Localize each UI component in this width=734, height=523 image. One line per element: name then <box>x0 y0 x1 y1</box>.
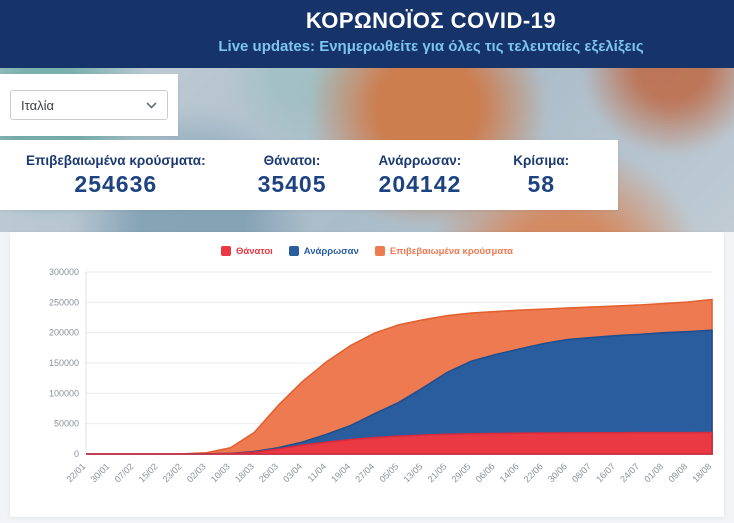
stat-recovered: Ανάρρωσαν: 204142 <box>379 153 462 198</box>
page-title: ΚΟΡΩΝΟΪΟΣ COVID-19 <box>305 8 557 33</box>
svg-text:01/08: 01/08 <box>642 461 665 484</box>
stats-panel: Επιβεβαιωμένα κρούσματα: 254636 Θάνατοι:… <box>0 140 618 210</box>
svg-text:03/04: 03/04 <box>281 461 304 484</box>
chart-card: Θάνατοι Ανάρρωσαν Επιβεβαιωμένα κρούσματα … <box>10 232 724 517</box>
legend-item-2[interactable]: Επιβεβαιωμένα κρούσματα <box>374 245 514 257</box>
svg-text:06/06: 06/06 <box>474 461 497 484</box>
svg-text:26/03: 26/03 <box>257 461 280 484</box>
svg-text:15/02: 15/02 <box>137 461 160 484</box>
svg-text:27/04: 27/04 <box>353 461 376 484</box>
stat-recovered-label: Ανάρρωσαν: <box>378 152 462 168</box>
area-series-0 <box>86 431 713 455</box>
legend-swatch <box>288 246 299 256</box>
svg-text:10/03: 10/03 <box>209 461 232 484</box>
stat-critical: Κρίσιμα: 58 <box>513 153 569 198</box>
stat-confirmed: Επιβεβαιωμένα κρούσματα: 254636 <box>26 153 206 198</box>
svg-text:50000: 50000 <box>54 419 79 429</box>
svg-text:19/04: 19/04 <box>329 461 352 484</box>
svg-text:05/05: 05/05 <box>377 461 400 484</box>
svg-text:09/08: 09/08 <box>666 461 689 484</box>
stat-recovered-value: 204142 <box>378 170 462 197</box>
svg-text:21/05: 21/05 <box>426 461 449 484</box>
svg-text:150000: 150000 <box>49 358 79 368</box>
svg-text:200000: 200000 <box>49 328 79 338</box>
svg-text:23/02: 23/02 <box>161 461 184 484</box>
svg-text:0: 0 <box>74 449 79 459</box>
country-select[interactable]: Ιταλία <box>10 90 168 120</box>
chevron-down-icon <box>146 101 157 109</box>
svg-text:24/07: 24/07 <box>618 461 641 484</box>
svg-text:02/03: 02/03 <box>185 461 208 484</box>
svg-text:300000: 300000 <box>49 267 79 277</box>
svg-text:14/06: 14/06 <box>498 461 521 484</box>
svg-text:11/04: 11/04 <box>306 461 329 484</box>
legend-item-1[interactable]: Ανάρρωσαν <box>288 245 359 257</box>
chart-legend: Θάνατοι Ανάρρωσαν Επιβεβαιωμένα κρούσματα <box>10 242 724 260</box>
stat-critical-label: Κρίσιμα: <box>513 152 570 168</box>
stat-deaths-value: 35405 <box>257 170 327 197</box>
svg-text:18/03: 18/03 <box>233 461 256 484</box>
country-select-value: Ιταλία <box>21 97 54 113</box>
legend-label: Ανάρρωσαν <box>303 245 359 257</box>
svg-text:18/08: 18/08 <box>690 461 713 484</box>
covid-area-chart: 0 50000 100000 150000 200000 250000 300000 22/0… <box>49 267 713 484</box>
svg-text:250000: 250000 <box>49 297 79 307</box>
app-header: ΚΟΡΩΝΟΪΟΣ COVID-19 Live updates: Ενημερω… <box>0 0 734 68</box>
legend-label: Θάνατοι <box>235 245 273 257</box>
stat-confirmed-value: 254636 <box>74 170 158 197</box>
page-subtitle: Live updates: Ενημερωθείτε για όλες τις … <box>218 38 644 55</box>
svg-text:22/06: 22/06 <box>522 461 545 484</box>
svg-text:29/05: 29/05 <box>450 461 473 484</box>
stat-critical-value: 58 <box>527 170 556 197</box>
svg-text:30/01: 30/01 <box>88 461 111 484</box>
legend-swatch <box>220 246 231 256</box>
legend-label: Επιβεβαιωμένα κρούσματα <box>389 245 514 257</box>
svg-text:22/01: 22/01 <box>64 461 87 484</box>
svg-text:13/05: 13/05 <box>401 461 424 484</box>
svg-text:16/07: 16/07 <box>594 461 617 484</box>
stat-deaths: Θάνατοι: 35405 <box>258 153 327 198</box>
legend-swatch <box>374 246 385 256</box>
country-select-panel: Ιταλία <box>0 74 178 136</box>
series-areas <box>86 298 713 455</box>
svg-text:08/07: 08/07 <box>570 461 593 484</box>
stat-deaths-label: Θάνατοι: <box>263 152 321 168</box>
stat-confirmed-label: Επιβεβαιωμένα κρούσματα: <box>26 152 206 168</box>
svg-text:100000: 100000 <box>49 388 79 398</box>
svg-text:07/02: 07/02 <box>113 461 136 484</box>
legend-item-0[interactable]: Θάνατοι <box>220 245 273 257</box>
svg-text:30/06: 30/06 <box>546 461 569 484</box>
x-axis-labels: 22/01 30/01 07/02 15/02 23/02 02/03 10/03 18/03… <box>64 461 713 484</box>
